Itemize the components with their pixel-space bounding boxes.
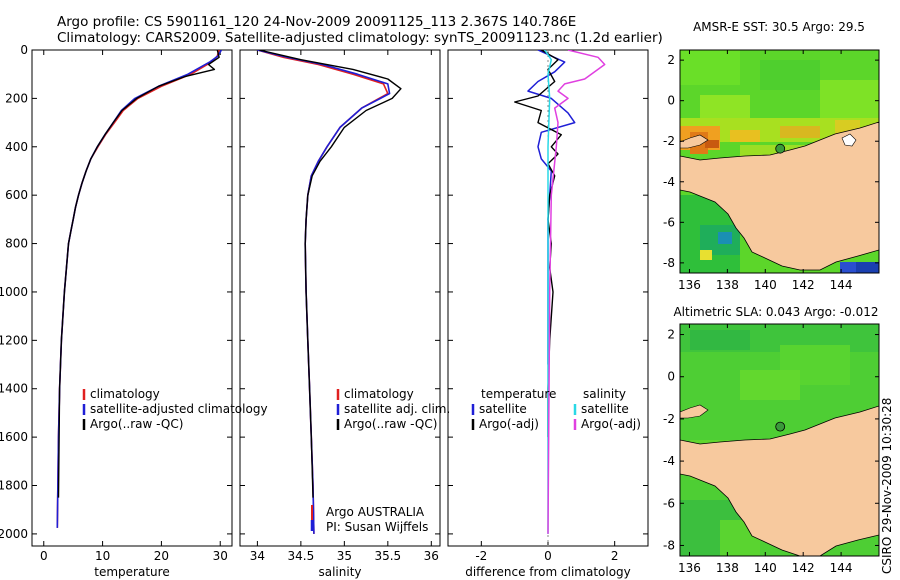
legend-label: climatology [344, 387, 414, 401]
x-tick-label: 34 [250, 549, 265, 563]
legend-label: Argo(..raw -QC) [90, 417, 183, 431]
x-tick-label: 36 [424, 549, 439, 563]
x-tick-label: 2 [611, 549, 619, 563]
map-y-tick-label: -2 [663, 412, 675, 426]
map-y-tick-label: -8 [663, 538, 675, 552]
legend-label: Argo(-adj) [581, 417, 641, 431]
x-tick-label: 30 [213, 549, 228, 563]
map-y-tick-label: 2 [667, 328, 675, 342]
legend-label: Argo(..raw -QC) [344, 417, 437, 431]
series-line-1 [257, 50, 389, 534]
salinity-panel: 34 34.5 35 35.5 36 salinity climatologysatelli… [239, 49, 450, 579]
y-tick-label: 200 [5, 91, 28, 105]
map-x-tick-label: 136 [678, 278, 701, 292]
x-tick-label: 0 [544, 549, 552, 563]
map-x-tick-label: 138 [716, 561, 739, 575]
sla-argo-marker [775, 421, 786, 432]
x-axis-label: temperature [94, 565, 169, 579]
y-tick-label: 800 [5, 237, 28, 251]
series-group [514, 50, 606, 534]
legend-label: satellite [581, 402, 629, 416]
x-axis-label: salinity [318, 565, 361, 579]
y-tick-label: 1800 [0, 479, 28, 493]
plot-frame [31, 49, 233, 547]
legend-label: satellite adj. clim. [344, 402, 450, 416]
x-tick-label: 34.5 [288, 549, 315, 563]
map-x-tick-label: 144 [830, 278, 853, 292]
series-line-2 [257, 50, 391, 534]
map-x-tick-label: 144 [830, 561, 853, 575]
series-line-3 [57, 50, 220, 498]
timestamp-stamp: CSIRO 29-Nov-2009 10:30:28 [880, 397, 894, 574]
chart-title-line-2: Climatology: CARS2009. Satellite-adjuste… [57, 30, 663, 46]
legend-label: Argo(-adj) [479, 417, 539, 431]
series-line-3 [544, 50, 553, 534]
y-tick-label: 1600 [0, 430, 28, 444]
map-x-tick-label: 136 [678, 561, 701, 575]
series-line-4 [547, 50, 606, 534]
y-tick-label: 1200 [0, 333, 28, 347]
series-line-2 [56, 50, 223, 528]
map-y-tick-label: -6 [663, 215, 675, 229]
sla-map-title: Altimetric SLA: 0.043 Argo: -0.012 [673, 305, 878, 319]
map-x-tick-label: 138 [716, 278, 739, 292]
y-tick-label: 400 [5, 140, 28, 154]
map-x-tick-label: 142 [792, 561, 815, 575]
x-tick-label: 35.5 [374, 549, 401, 563]
y-tick-label: 0 [20, 43, 28, 57]
series-line-3 [258, 50, 402, 498]
y-tick-label: 1400 [0, 382, 28, 396]
x-tick-label: 20 [154, 549, 169, 563]
sst-argo-marker [775, 143, 786, 154]
sst-map: AMSR-E SST: 30.5 Argo: 29.5 136 138 140 142… [663, 20, 880, 292]
sst-map-land [680, 121, 879, 271]
x-tick-label: 10 [95, 549, 110, 563]
map-y-tick-label: -8 [663, 256, 675, 270]
x-tick-label: 0 [40, 549, 48, 563]
map-y-tick-label: -4 [663, 175, 675, 189]
y-tick-label: 600 [5, 188, 28, 202]
legend-header: temperature [481, 387, 556, 401]
legend-label: climatology [90, 387, 160, 401]
sla-map: Altimetric SLA: 0.043 Argo: -0.012 136 13… [663, 305, 880, 575]
x-tick-label: 35 [337, 549, 352, 563]
map-y-tick-label: -4 [663, 454, 675, 468]
y-tick-label: 1000 [0, 285, 28, 299]
x-axis-label: difference from climatology [465, 565, 631, 579]
y-tick-label: 2000 [0, 527, 28, 541]
temperature-panel: 0 10 20 30 0 200 400 600 800 1000 1200 1400 1600 1800… [0, 43, 268, 579]
sla-map-land [680, 405, 879, 556]
series-line-1 [56, 50, 220, 528]
map-x-tick-label: 140 [754, 278, 777, 292]
annotation-text: Argo AUSTRALIA [326, 505, 425, 519]
legend-header: salinity [583, 387, 626, 401]
chart-title-line-1: Argo profile: CS 5901161_120 24-Nov-2009… [57, 14, 577, 30]
plot-frame [239, 49, 441, 547]
map-y-tick-label: -2 [663, 134, 675, 148]
x-tick-label: -2 [475, 549, 487, 563]
map-x-tick-label: 140 [754, 561, 777, 575]
map-y-tick-label: 2 [667, 53, 675, 67]
map-y-tick-label: 0 [667, 370, 675, 384]
sst-map-title: AMSR-E SST: 30.5 Argo: 29.5 [693, 20, 865, 34]
map-y-tick-label: -6 [663, 496, 675, 510]
map-x-tick-label: 142 [792, 278, 815, 292]
series-group [257, 50, 402, 534]
difference-panel: -2 0 2 difference from climatology temperatu… [447, 49, 649, 579]
annotation-text: PI: Susan Wijffels [326, 520, 428, 534]
legend-label: satellite [479, 402, 527, 416]
series-group [56, 50, 223, 528]
map-y-tick-label: 0 [667, 94, 675, 108]
legend-label: satellite-adjusted climatology [90, 402, 268, 416]
